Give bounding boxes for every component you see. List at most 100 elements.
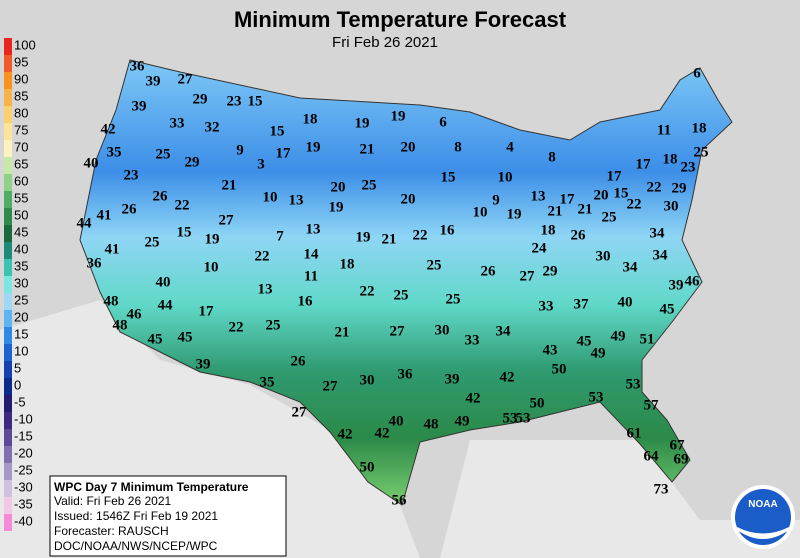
temperature-label: 27 [390, 323, 406, 339]
title: Minimum Temperature Forecast [234, 7, 567, 32]
temperature-label: 39 [669, 277, 684, 293]
colorbar-label: 80 [14, 105, 28, 120]
temperature-label: 22 [647, 179, 662, 195]
colorbar-label: -25 [14, 462, 33, 477]
colorbar-swatch [4, 174, 12, 191]
temperature-label: 21 [335, 324, 350, 340]
temperature-label: 40 [389, 413, 404, 429]
colorbar-label: -10 [14, 411, 33, 426]
temperature-label: 18 [663, 151, 678, 167]
temperature-label: 9 [236, 142, 244, 158]
temperature-label: 27 [323, 378, 339, 394]
info-valid: Valid: Fri Feb 26 2021 [54, 494, 172, 508]
colorbar-label: 85 [14, 88, 28, 103]
temperature-label: 15 [270, 123, 285, 139]
logo-wave [737, 527, 789, 539]
temperature-label: 49 [455, 413, 470, 429]
info-issued: Issued: 1546Z Fri Feb 19 2021 [54, 509, 218, 523]
temperature-label: 30 [596, 248, 611, 264]
temperature-label: 29 [672, 180, 687, 196]
temperature-label: 22 [360, 283, 375, 299]
colorbar-label: 10 [14, 343, 28, 358]
temperature-label: 42 [375, 425, 390, 441]
temperature-label: 53 [516, 410, 531, 426]
temperature-label: 69 [674, 451, 689, 467]
temperature-label: 20 [331, 179, 346, 195]
temperature-label: 8 [454, 139, 462, 155]
temperature-label: 15 [614, 185, 629, 201]
temperature-label: 13 [289, 192, 304, 208]
colorbar-swatch [4, 106, 12, 123]
temperature-label: 26 [291, 353, 307, 369]
temperature-label: 27 [292, 404, 308, 420]
colorbar-label: 60 [14, 173, 28, 188]
temperature-label: 46 [127, 306, 143, 322]
colorbar-swatch [4, 446, 12, 463]
colorbar-swatch [4, 123, 12, 140]
colorbar-label: -40 [14, 513, 33, 528]
temperature-label: 25 [694, 144, 709, 160]
temperature-label: 15 [248, 93, 263, 109]
temperature-label: 17 [560, 191, 576, 207]
temperature-label: 10 [263, 189, 278, 205]
temperature-label: 34 [653, 247, 669, 263]
temperature-label: 19 [329, 199, 344, 215]
temperature-label: 34 [623, 259, 639, 275]
temperature-label: 22 [413, 227, 428, 243]
temperature-label: 8 [548, 149, 556, 165]
colorbar-swatch [4, 276, 12, 293]
colorbar-swatch [4, 463, 12, 480]
temperature-label: 18 [541, 222, 556, 238]
temperature-label: 25 [602, 209, 617, 225]
colorbar-swatch [4, 395, 12, 412]
temperature-label: 33 [170, 115, 185, 131]
colorbar-swatch [4, 497, 12, 514]
us-map [79, 59, 733, 506]
colorbar-swatch [4, 480, 12, 497]
temperature-label: 73 [654, 481, 669, 497]
temperature-label: 16 [440, 222, 456, 238]
temperature-label: 15 [441, 169, 456, 185]
temperature-label: 23 [124, 167, 139, 183]
temperature-label: 57 [644, 397, 660, 413]
temperature-label: 40 [618, 294, 633, 310]
temperature-label: 23 [681, 159, 696, 175]
temperature-label: 6 [439, 114, 447, 130]
temperature-label: 13 [258, 281, 273, 297]
colorbar-swatch [4, 191, 12, 208]
temperature-label: 41 [97, 207, 112, 223]
colorbar-swatch [4, 514, 12, 531]
colorbar-label: -15 [14, 428, 33, 443]
colorbar-label: -35 [14, 496, 33, 511]
temperature-label: 22 [229, 319, 244, 335]
temperature-label: 15 [177, 224, 192, 240]
colorbar-label: -30 [14, 479, 33, 494]
temperature-label: 24 [532, 240, 548, 256]
temperature-label: 25 [156, 146, 171, 162]
temperature-label: 17 [199, 303, 215, 319]
colorbar-swatch [4, 327, 12, 344]
temperature-label: 36 [130, 58, 146, 74]
temperature-label: 10 [473, 204, 488, 220]
temperature-label: 20 [401, 191, 416, 207]
temperature-label: 43 [543, 342, 558, 358]
colorbar-swatch [4, 378, 12, 395]
temperature-label: 48 [104, 293, 119, 309]
temperature-label: 53 [626, 376, 641, 392]
temperature-label: 35 [107, 144, 122, 160]
info-title: WPC Day 7 Minimum Temperature [54, 480, 249, 494]
temperature-label: 42 [338, 426, 353, 442]
temperature-label: 50 [530, 395, 545, 411]
temperature-label: 19 [507, 206, 522, 222]
temperature-label: 53 [503, 410, 518, 426]
temperature-label: 21 [360, 141, 375, 157]
temperature-label: 41 [105, 241, 120, 257]
temperature-label: 45 [660, 301, 675, 317]
colorbar-swatch [4, 157, 12, 174]
logo [735, 489, 791, 545]
temperature-label: 39 [445, 371, 460, 387]
temperature-label: 56 [392, 492, 408, 508]
temperature-label: 29 [193, 91, 208, 107]
temperature-label: 22 [175, 197, 190, 213]
